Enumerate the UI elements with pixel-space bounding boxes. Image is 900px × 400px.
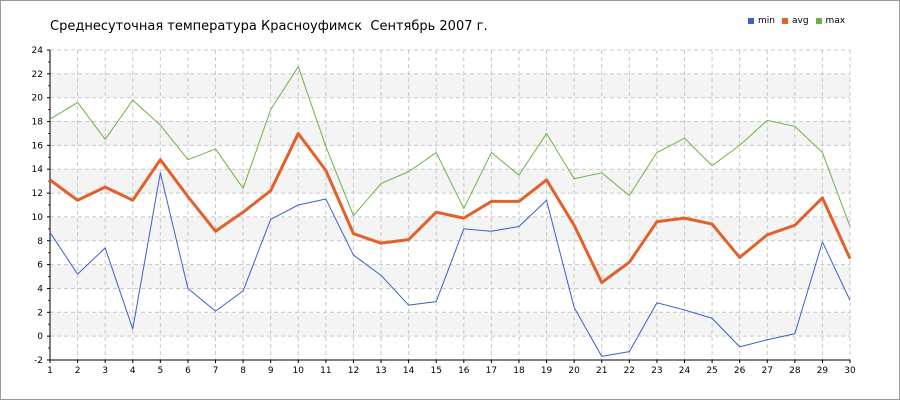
y-tick-label: 24 bbox=[32, 46, 44, 56]
y-tick-label: 20 bbox=[32, 94, 44, 104]
y-tick-label: -2 bbox=[34, 356, 43, 366]
x-tick-label: 10 bbox=[293, 366, 305, 376]
legend-item-avg: avg bbox=[781, 16, 809, 26]
y-tick-label: 16 bbox=[32, 141, 44, 151]
y-tick-label: 22 bbox=[32, 70, 43, 80]
x-tick-label: 24 bbox=[679, 366, 691, 376]
x-tick-label: 11 bbox=[320, 366, 331, 376]
y-tick-label: 2 bbox=[37, 308, 43, 318]
x-tick-label: 28 bbox=[789, 366, 801, 376]
y-tick-label: 18 bbox=[32, 118, 44, 128]
grid-band bbox=[50, 121, 850, 146]
legend-swatch-max bbox=[815, 18, 822, 24]
x-tick-label: 13 bbox=[375, 366, 386, 376]
series-line-avg bbox=[49, 131, 852, 284]
x-tick-label: 17 bbox=[486, 366, 497, 376]
x-tick-label: 27 bbox=[762, 366, 773, 376]
x-tick-label: 29 bbox=[817, 366, 829, 376]
y-tick-label: 12 bbox=[32, 189, 43, 199]
legend-label-max: max bbox=[825, 16, 846, 26]
legend-item-min: min bbox=[748, 16, 775, 26]
x-tick-label: 15 bbox=[430, 366, 441, 376]
x-tick-label: 9 bbox=[268, 366, 274, 376]
grid-band bbox=[50, 216, 850, 241]
x-tick-label: 18 bbox=[513, 366, 525, 376]
y-tick-label: 14 bbox=[32, 165, 44, 175]
y-tick-label: 10 bbox=[32, 213, 44, 223]
x-tick-label: 6 bbox=[185, 366, 191, 376]
x-tick-label: 1 bbox=[47, 366, 53, 376]
y-tick-label: 6 bbox=[37, 261, 43, 271]
x-tick-label: 7 bbox=[213, 366, 219, 376]
x-tick-label: 23 bbox=[651, 366, 662, 376]
x-tick-label: 8 bbox=[240, 366, 246, 376]
chart-title: Среднесуточная температура Красноуфимск … bbox=[50, 19, 488, 34]
x-tick-label: 14 bbox=[403, 366, 415, 376]
x-tick-label: 20 bbox=[568, 366, 580, 376]
x-tick-label: 16 bbox=[458, 366, 470, 376]
chart-legend: min avg max bbox=[748, 16, 845, 26]
legend-item-max: max bbox=[815, 16, 846, 26]
series-line-min bbox=[49, 172, 851, 357]
x-tick-label: 21 bbox=[596, 366, 607, 376]
grid-band bbox=[50, 312, 850, 337]
grid-band bbox=[50, 73, 850, 98]
x-tick-label: 12 bbox=[348, 366, 359, 376]
y-tick-label: 4 bbox=[37, 284, 43, 294]
x-tick-label: 25 bbox=[706, 366, 717, 376]
x-tick-label: 26 bbox=[734, 366, 746, 376]
series-line-max bbox=[49, 66, 851, 227]
x-tick-label: 2 bbox=[75, 366, 81, 376]
y-tick-label: 0 bbox=[37, 332, 43, 342]
y-tick-label: 8 bbox=[37, 237, 43, 247]
x-tick-label: 5 bbox=[157, 366, 163, 376]
grid-band bbox=[50, 264, 850, 289]
legend-swatch-avg bbox=[781, 18, 788, 24]
legend-label-avg: avg bbox=[791, 16, 809, 26]
x-tick-label: 22 bbox=[624, 366, 635, 376]
x-tick-label: 19 bbox=[541, 366, 553, 376]
x-tick-label: 30 bbox=[844, 366, 856, 376]
x-tick-label: 3 bbox=[102, 366, 108, 376]
legend-label-min: min bbox=[758, 16, 775, 26]
x-tick-label: 4 bbox=[130, 366, 136, 376]
legend-swatch-min bbox=[748, 18, 754, 24]
